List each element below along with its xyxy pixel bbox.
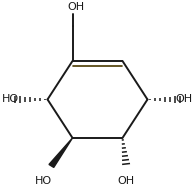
Polygon shape [49, 138, 73, 167]
Text: OH: OH [176, 94, 193, 105]
Text: HO: HO [35, 177, 52, 186]
Text: HO: HO [2, 94, 20, 105]
Text: OH: OH [68, 2, 85, 12]
Text: OH: OH [118, 177, 135, 186]
